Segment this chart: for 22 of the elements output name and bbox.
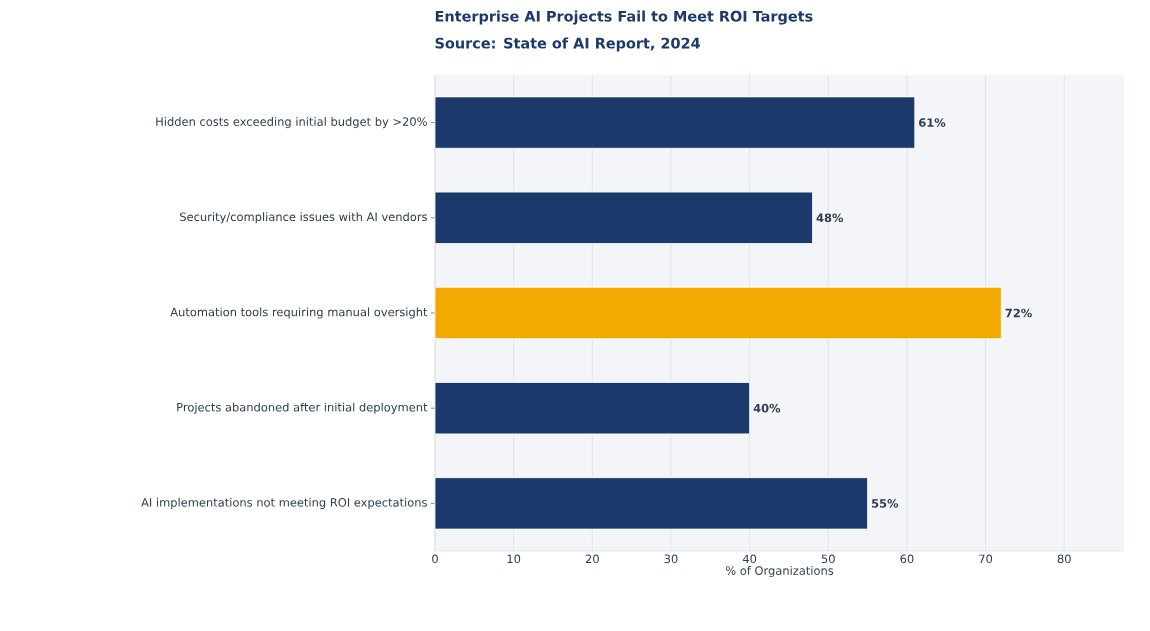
y-tick-label: Projects abandoned after initial deployment	[177, 402, 428, 414]
data-label: 72%	[1005, 308, 1032, 318]
data-label: 61%	[919, 118, 946, 127]
y-tick-label: Hidden costs exceeding initial budget by >20%	[156, 117, 427, 129]
data-label: 40%	[753, 403, 781, 413]
x-tick-label: 10	[507, 554, 521, 564]
y-tick-label: Automation tools requiring manual oversight	[170, 307, 428, 319]
x-tick-label: 0	[432, 554, 438, 564]
data-label: 48%	[816, 213, 844, 223]
chart-title: Enterprise AI Projects Fail to Meet ROI Targets	[435, 10, 813, 25]
y-tick-label: Security/compliance issues with AI vendors	[180, 212, 427, 224]
chart-subtitle: Source: State of AI Report, 2024	[435, 37, 700, 52]
x-tick-label: 60	[900, 554, 914, 564]
x-tick-label: 20	[585, 554, 599, 564]
x-tick-label: 70	[979, 554, 993, 564]
x-tick-label: 50	[821, 554, 835, 564]
x-tick-label: 80	[1057, 554, 1071, 564]
x-axis-title: % of Organizations	[725, 566, 834, 578]
x-tick-label: 40	[742, 554, 757, 564]
y-tick-label: AI implementations not meeting ROI expectations	[141, 497, 427, 509]
data-label: 55%	[872, 499, 899, 508]
x-tick-label: 30	[664, 554, 678, 564]
